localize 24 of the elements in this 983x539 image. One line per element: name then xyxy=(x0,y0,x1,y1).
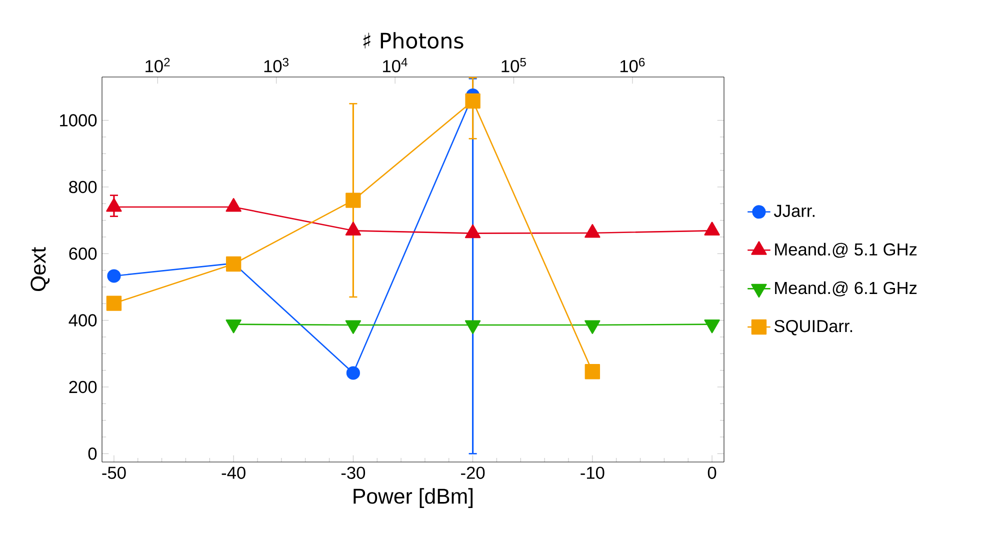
x2-tick-label: 10$^{3}$ xyxy=(264,58,288,72)
legend-label: Meand.@ 5.1 GHz xyxy=(775,242,917,258)
x2-tick-label: 10$^{6}$ xyxy=(620,58,645,72)
x-tick-label: -50 xyxy=(102,466,126,479)
y-tick-label: 400 xyxy=(68,314,97,326)
y-tick-label: 800 xyxy=(69,180,97,194)
x2-tick-label: 10$^{5}$ xyxy=(502,58,526,72)
x-tick-label: -20 xyxy=(461,466,485,479)
x-axis-title: Power [dBm] xyxy=(354,488,473,508)
legend-label: SQUIDarr. xyxy=(774,320,852,336)
x2-axis-title: ♯ Photons xyxy=(364,32,464,49)
legend-label: Meand.@ 6.1 GHz xyxy=(775,281,917,296)
x-tick-label: -40 xyxy=(222,466,246,479)
x-tick-label: -10 xyxy=(580,466,604,479)
x-tick-label: 0 xyxy=(708,466,716,479)
x2-tick-label: 10$^{2}$ xyxy=(146,58,170,72)
y-tick-label: 1000 xyxy=(60,114,97,126)
y-tick-label: 200 xyxy=(69,380,97,394)
x2-tick-label: 10$^{4}$ xyxy=(383,58,408,72)
x-tick-label: -30 xyxy=(341,466,366,479)
y-axis-title: Qext xyxy=(30,247,50,292)
legend-label: JJarr. xyxy=(774,204,814,218)
y-tick-label: 0 xyxy=(88,448,97,460)
y-tick-label: 600 xyxy=(69,248,97,260)
